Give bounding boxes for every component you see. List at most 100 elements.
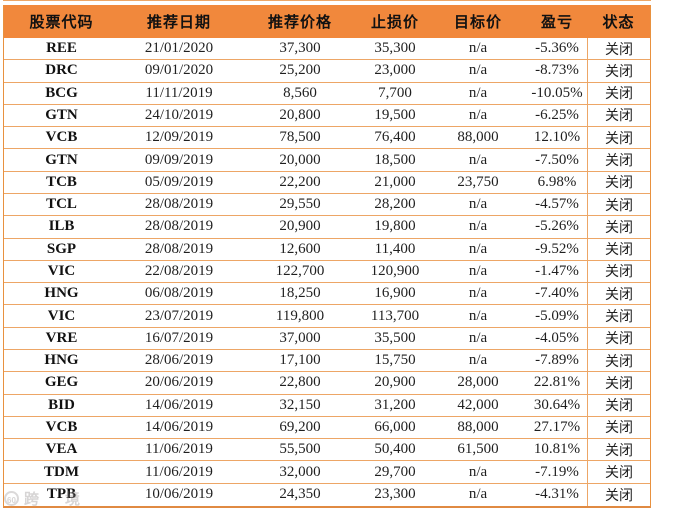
cell-price: 22,200 — [279, 173, 321, 190]
cell-date: 22/08/2019 — [144, 262, 214, 279]
cell-pnl: -7.19% — [535, 463, 579, 480]
cell-code: VIC — [47, 262, 76, 279]
cell-date: 28/06/2019 — [144, 352, 214, 369]
cell-status: 关闭 — [587, 127, 650, 149]
cell-price: 37,000 — [279, 329, 321, 346]
table-row: VEA 11/06/2019 55,500 50,400 61,500 10.81% 关闭 — [4, 439, 650, 462]
cell-price: 8,560 — [283, 84, 317, 101]
cell-date: 14/06/2019 — [144, 418, 214, 435]
cell-code: ILB — [48, 218, 75, 235]
cell-stop_loss: 113,700 — [370, 307, 420, 324]
cell-pnl: -7.40% — [535, 285, 579, 302]
cell-code: BID — [48, 396, 75, 413]
cell-price: 24,350 — [279, 486, 321, 503]
cell-date: 11/06/2019 — [145, 463, 213, 480]
cell-target: n/a — [468, 352, 488, 369]
cell-price: 20,000 — [279, 151, 321, 168]
cell-code: VRE — [45, 329, 78, 346]
cell-price: 20,800 — [279, 106, 321, 123]
cell-date: 23/07/2019 — [144, 307, 214, 324]
cell-price: 69,200 — [279, 418, 321, 435]
table-row: TCB 05/09/2019 22,200 21,000 23,750 6.98% 关闭 — [4, 171, 650, 194]
header-recommend-price: 推荐价格 — [267, 15, 332, 31]
cell-date: 21/01/2020 — [144, 40, 214, 57]
cell-status: 关闭 — [587, 483, 650, 506]
cell-stop_loss: 19,500 — [374, 106, 416, 123]
cell-target: n/a — [468, 240, 488, 257]
cell-status: 关闭 — [587, 327, 650, 349]
cell-stop_loss: 120,900 — [370, 262, 420, 279]
cell-date: 28/08/2019 — [144, 218, 214, 235]
cell-stop_loss: 11,400 — [374, 240, 416, 257]
table-header-row: 股票代码 推荐日期 推荐价格 止损价 目标价 盈亏 状态 — [4, 5, 650, 38]
table-row: VCB 12/09/2019 78,500 76,400 88,000 12.10% 关闭 — [4, 127, 650, 150]
cell-stop_loss: 18,500 — [374, 151, 416, 168]
cell-target: n/a — [468, 218, 488, 235]
cell-pnl: -4.57% — [535, 196, 579, 213]
cell-stop_loss: 35,300 — [374, 40, 416, 57]
cell-stop_loss: 50,400 — [374, 441, 416, 458]
cell-pnl: -5.09% — [535, 307, 579, 324]
cell-stop_loss: 19,800 — [374, 218, 416, 235]
cell-code: GTN — [45, 151, 78, 168]
cell-target: n/a — [468, 486, 488, 503]
cell-target: n/a — [468, 285, 488, 302]
cell-pnl: 10.81% — [533, 441, 581, 458]
cell-status: 关闭 — [587, 104, 650, 127]
cell-status: 关闭 — [587, 38, 650, 60]
cell-status: 关闭 — [587, 283, 650, 305]
cell-price: 29,550 — [279, 196, 321, 213]
cell-code: VEA — [45, 441, 78, 458]
cell-target: n/a — [468, 62, 488, 79]
cell-date: 09/09/2019 — [144, 151, 214, 168]
cell-status: 关闭 — [587, 60, 650, 82]
cell-status: 关闭 — [587, 416, 650, 439]
cell-stop_loss: 23,000 — [374, 62, 416, 79]
cell-date: 10/06/2019 — [144, 486, 214, 503]
cell-pnl: -4.05% — [535, 329, 579, 346]
cell-status: 关闭 — [587, 305, 650, 327]
cell-price: 12,600 — [279, 240, 321, 257]
table-row: GTN 24/10/2019 20,800 19,500 n/a -6.25% 关闭 — [4, 104, 650, 128]
table-body: REE 21/01/2020 37,300 35,300 n/a -5.36% 关闭 DRC 0… — [4, 38, 650, 506]
cell-status: 关闭 — [587, 260, 650, 283]
cell-date: 11/11/2019 — [145, 84, 213, 101]
cell-code: HNG — [44, 352, 79, 369]
cell-date: 06/08/2019 — [144, 285, 214, 302]
cell-stop_loss: 16,900 — [374, 285, 416, 302]
cell-status: 关闭 — [587, 394, 650, 416]
table-row: BID 14/06/2019 32,150 31,200 42,000 30.64% 关闭 — [4, 394, 650, 417]
header-target-price: 目标价 — [453, 15, 502, 31]
table-row: REE 21/01/2020 37,300 35,300 n/a -5.36% 关闭 — [4, 38, 650, 61]
cell-code: TDM — [44, 463, 79, 480]
table-row: HNG 28/06/2019 17,100 15,750 n/a -7.89% 关闭 — [4, 350, 650, 373]
cell-price: 17,100 — [279, 352, 321, 369]
cell-stop_loss: 28,200 — [374, 196, 416, 213]
cell-pnl: 22.81% — [533, 374, 581, 391]
cell-stop_loss: 29,700 — [374, 463, 416, 480]
cell-code: TCL — [46, 196, 77, 213]
cell-pnl: 30.64% — [533, 396, 581, 413]
cell-price: 78,500 — [279, 129, 321, 146]
cell-target: n/a — [468, 151, 488, 168]
cell-status: 关闭 — [587, 238, 650, 260]
cell-code: HNG — [44, 285, 79, 302]
cell-target: 88,000 — [457, 129, 499, 146]
cell-target: 88,000 — [457, 418, 499, 435]
stock-recommendation-table: 股票代码 推荐日期 推荐价格 止损价 目标价 盈亏 状态 REE 21/01/20… — [3, 5, 651, 508]
cell-pnl: -4.31% — [535, 486, 579, 503]
table-row: DRC 09/01/2020 25,200 23,000 n/a -8.73% 关闭 — [4, 60, 650, 83]
cell-stop_loss: 31,200 — [374, 396, 416, 413]
cell-date: 28/08/2019 — [144, 196, 214, 213]
cell-target: n/a — [468, 307, 488, 324]
table-row: HNG 06/08/2019 18,250 16,900 n/a -7.40% 关闭 — [4, 283, 650, 306]
table-row: GEG 20/06/2019 22,800 20,900 28,000 22.81% 关闭 — [4, 372, 650, 395]
table-row: VRE 16/07/2019 37,000 35,500 n/a -4.05% 关闭 — [4, 327, 650, 350]
cell-price: 22,800 — [279, 374, 321, 391]
cell-code: GTN — [45, 106, 78, 123]
cell-date: 16/07/2019 — [144, 329, 214, 346]
cell-date: 12/09/2019 — [144, 129, 214, 146]
cell-target: 28,000 — [457, 374, 499, 391]
cell-price: 119,800 — [275, 307, 325, 324]
cell-stop_loss: 35,500 — [374, 329, 416, 346]
